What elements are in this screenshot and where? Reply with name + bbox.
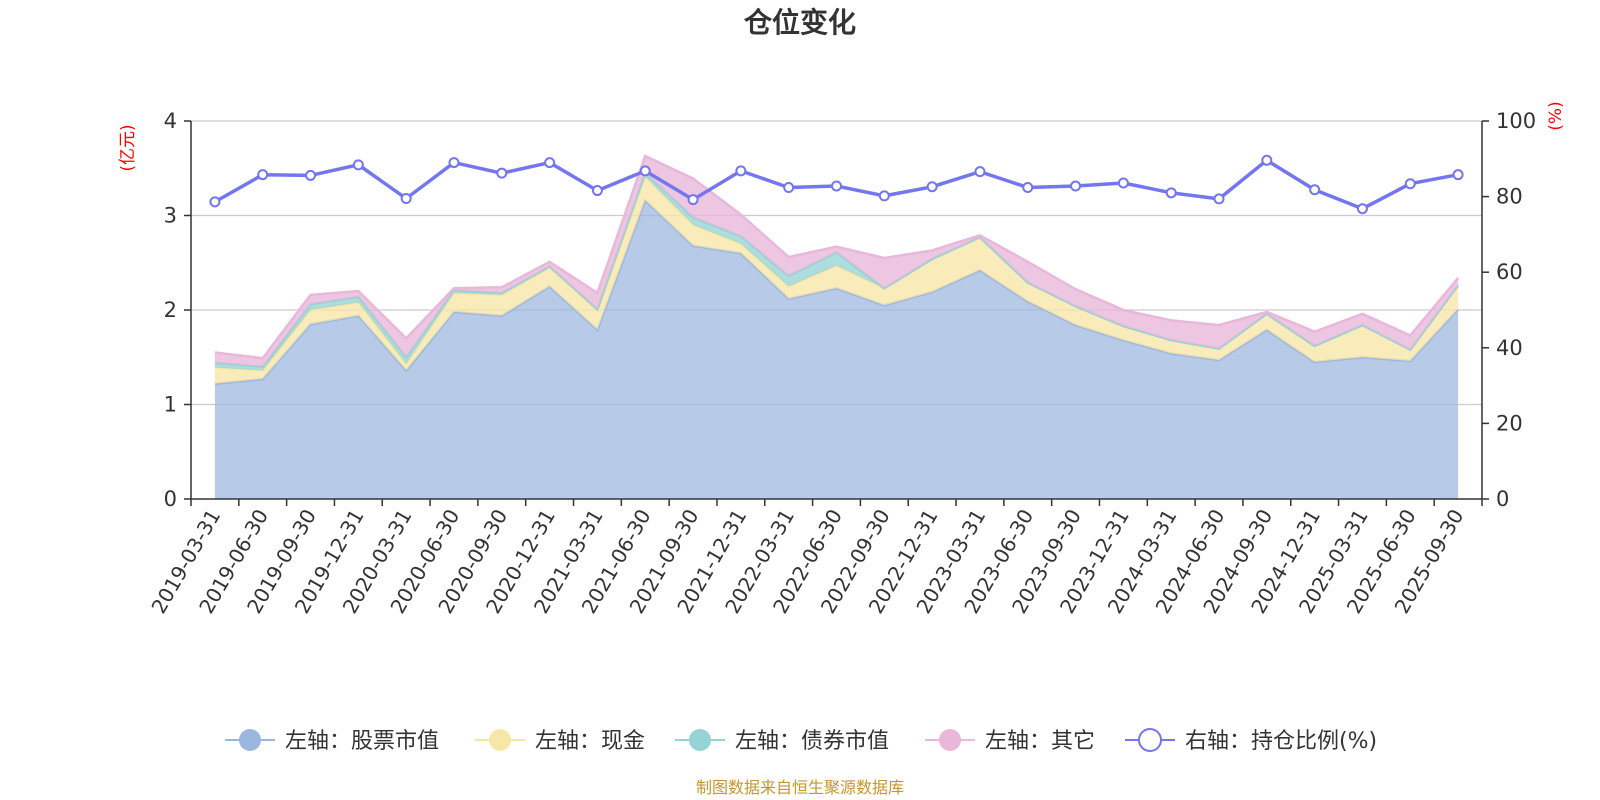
left-tick-label: 3: [164, 204, 177, 228]
ratio-point: [544, 157, 556, 169]
ratio-point: [831, 180, 842, 192]
legend-marker: [939, 729, 961, 751]
legend-marker: [689, 729, 711, 751]
ratio-point: [783, 182, 795, 194]
area-series-2: [214, 176, 1459, 384]
ratio-point: [1213, 193, 1225, 205]
right-tick-label: 100: [1496, 109, 1536, 133]
legend-item: 左轴：其它: [925, 729, 1095, 754]
ratio-point: [735, 165, 747, 177]
ratio-point: [974, 166, 986, 178]
left-tick-label: 0: [164, 487, 177, 511]
right-tick-label: 20: [1496, 411, 1523, 435]
ratio-point: [400, 192, 412, 204]
legend-label: 右轴：持仓比例(%): [1185, 729, 1377, 754]
ratio-point: [1117, 177, 1129, 189]
right-tick-label: 0: [1496, 487, 1509, 511]
ratio-point: [1356, 203, 1368, 215]
ratio-point: [1309, 184, 1321, 196]
ratio-point: [1261, 154, 1273, 166]
right-axis-unit: (%): [1546, 101, 1566, 130]
area-series-4-edge: [214, 154, 1460, 360]
left-tick-label: 4: [164, 109, 177, 133]
ratio-point: [926, 181, 938, 193]
ratio-point: [878, 190, 890, 202]
stacked-areas: [214, 154, 1460, 499]
chart-title: 仓位变化: [744, 6, 856, 39]
ratio-point: [639, 165, 651, 177]
ratio-point: [591, 185, 603, 197]
left-tick-label: 2: [164, 298, 177, 322]
legend-item: 右轴：持仓比例(%): [1125, 728, 1377, 754]
legend-item: 左轴：债券市值: [675, 729, 889, 754]
legend-marker: [1138, 728, 1162, 752]
ratio-point: [305, 169, 317, 181]
ratio-point: [1404, 178, 1416, 190]
area-series-1: [214, 200, 1459, 499]
ratio-point: [1070, 180, 1082, 192]
legend-item: 左轴：现金: [475, 729, 645, 754]
legend-label: 左轴：债券市值: [735, 729, 889, 754]
legend-label: 左轴：现金: [535, 729, 645, 754]
right-tick-label: 80: [1496, 185, 1523, 209]
ratio-point: [209, 196, 221, 208]
legend-label: 左轴：其它: [985, 729, 1095, 754]
ratio-point: [448, 157, 460, 169]
ratio-point: [352, 159, 364, 171]
ratio-point: [1165, 187, 1177, 199]
legend-item: 左轴：股票市值: [225, 729, 439, 754]
right-tick-label: 40: [1496, 336, 1523, 360]
right-tick-label: 60: [1496, 260, 1523, 284]
ratio-line-series: [209, 154, 1464, 215]
left-tick-label: 1: [164, 393, 177, 417]
left-axis-unit: (亿元): [118, 124, 138, 171]
ratio-point: [1452, 169, 1464, 181]
legend-marker: [489, 729, 511, 751]
ratio-point: [496, 167, 508, 179]
legend-marker: [239, 729, 261, 751]
ratio-point: [257, 169, 269, 181]
data-source-note: 制图数据来自恒生聚源数据库: [696, 778, 904, 797]
legend: 左轴：股票市值 左轴：现金 左轴：债券市值 左轴：其它 右轴：持仓比例(%): [225, 728, 1377, 754]
legend-label: 左轴：股票市值: [285, 729, 439, 754]
ratio-point: [1022, 182, 1034, 194]
ratio-point: [687, 194, 699, 206]
